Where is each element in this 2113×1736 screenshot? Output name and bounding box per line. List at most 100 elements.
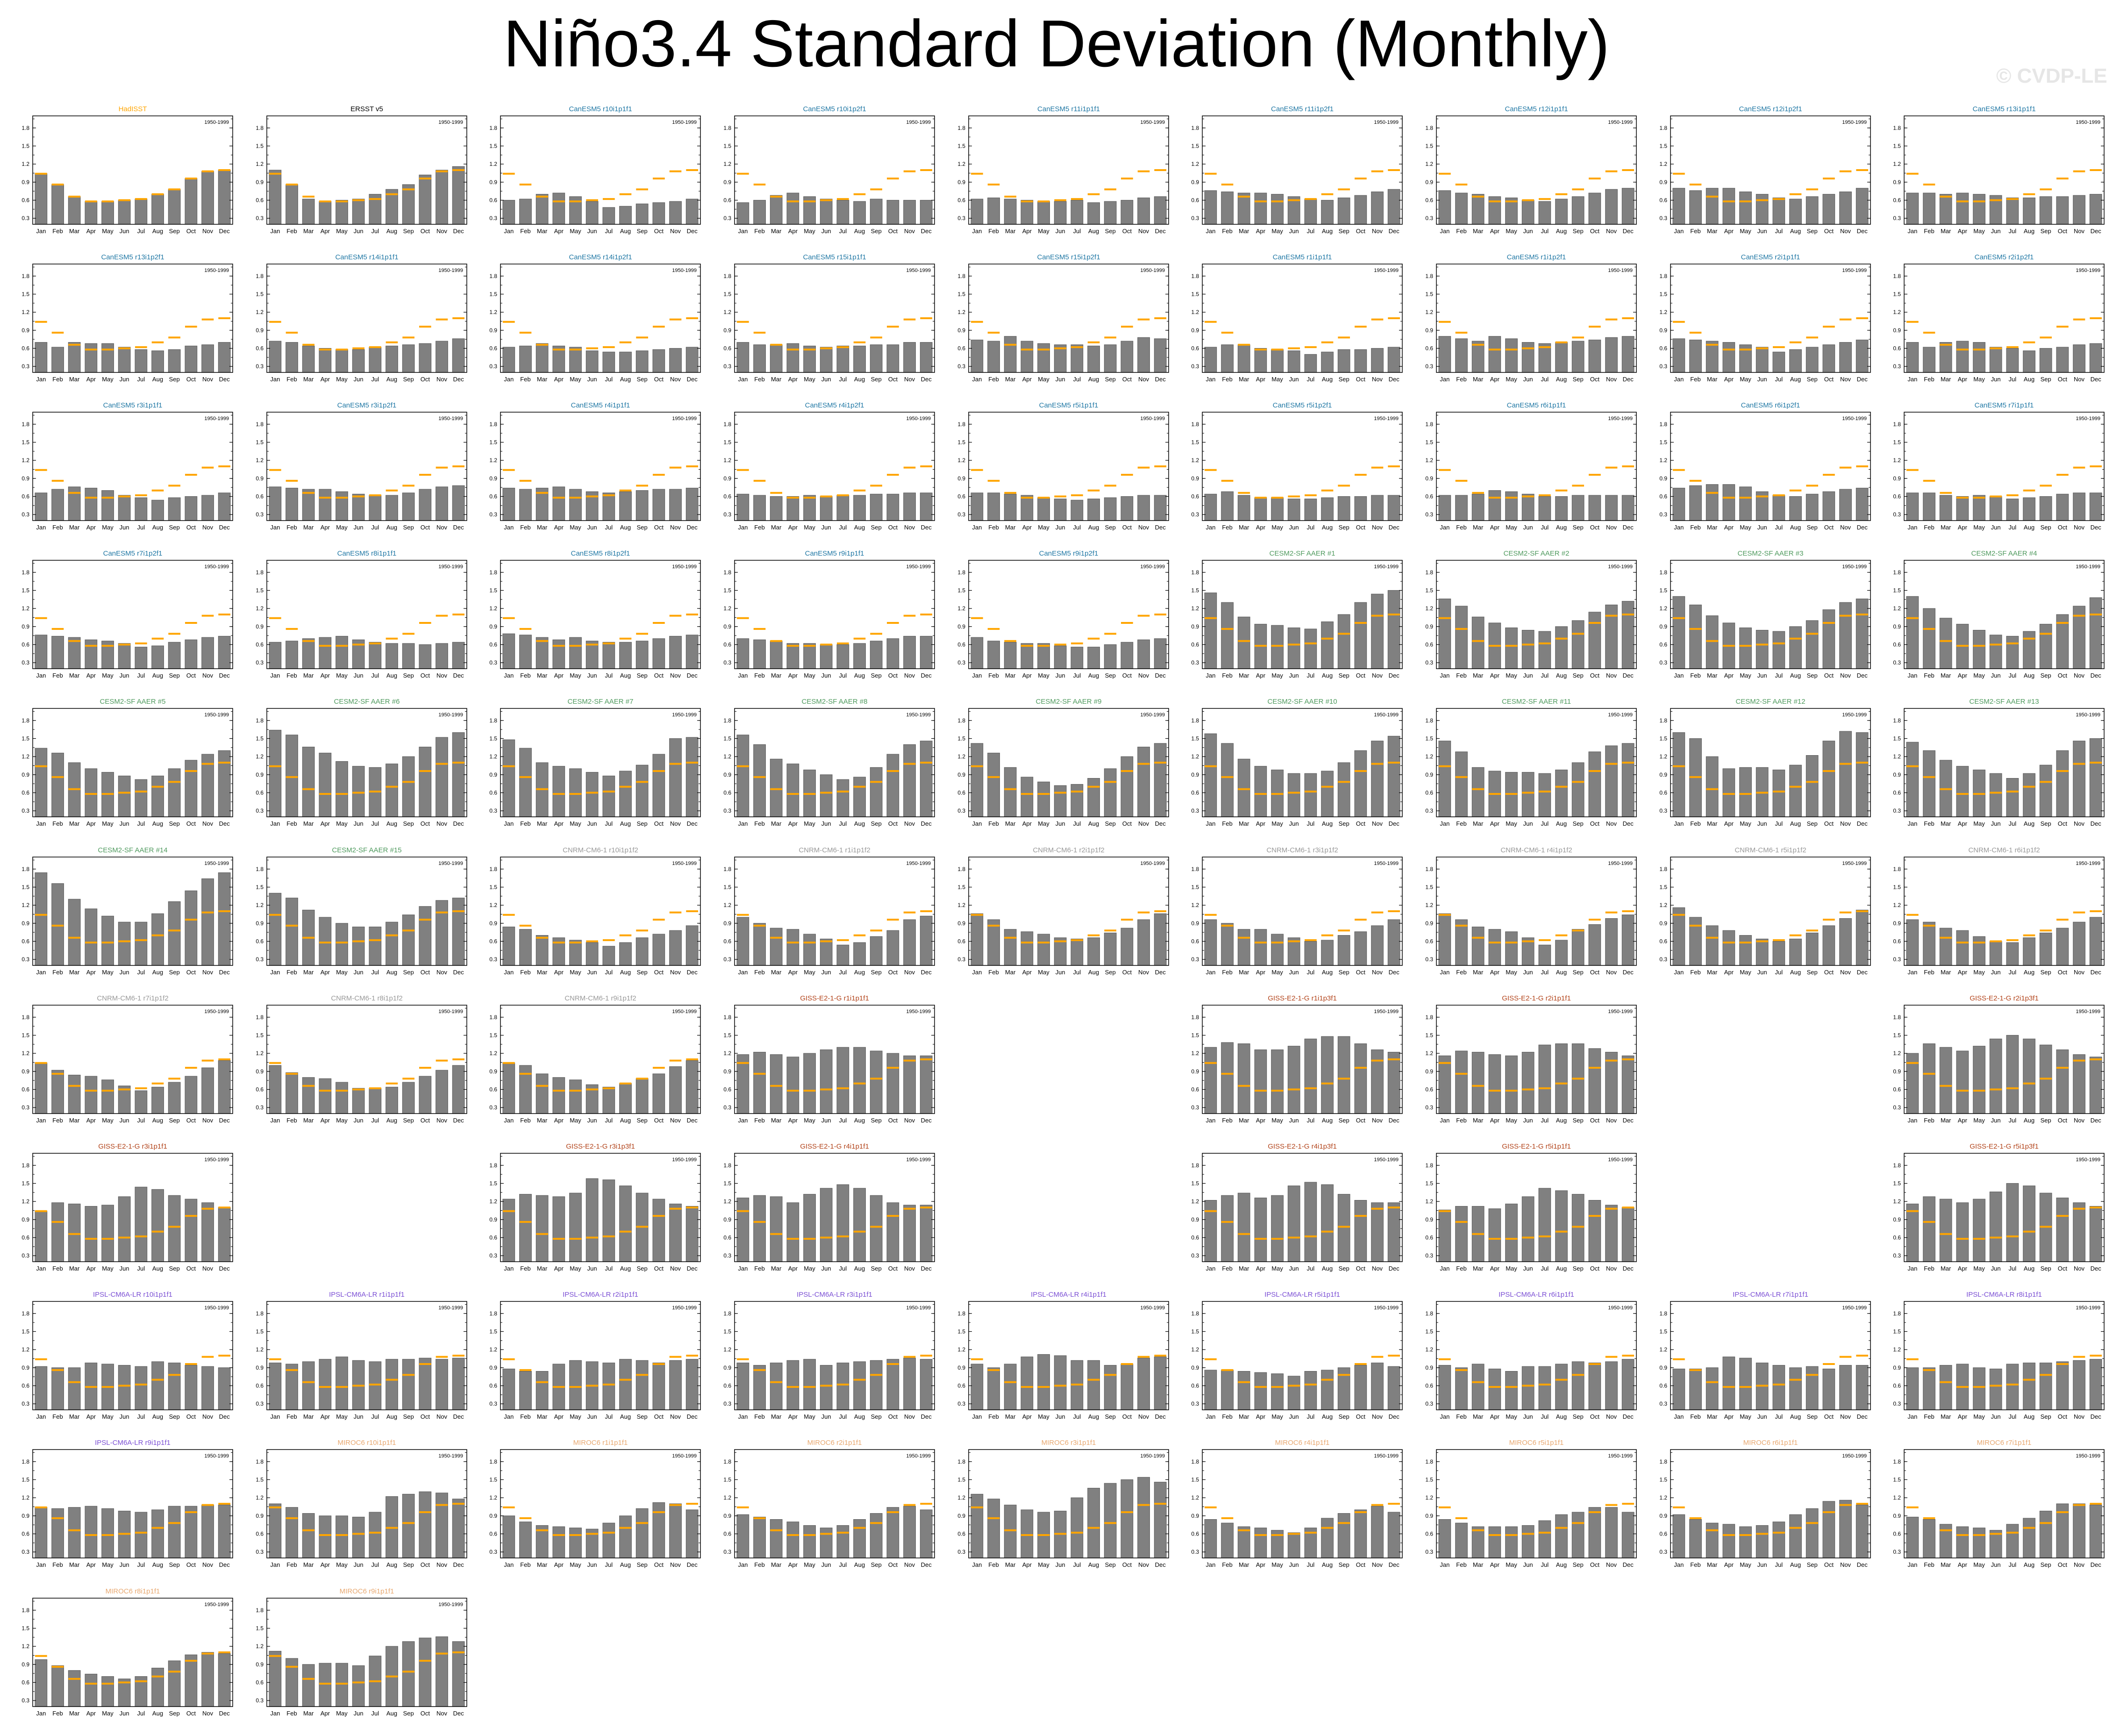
x-tick-label: Mar [303, 820, 314, 827]
bar [1221, 743, 1234, 817]
bar [903, 493, 916, 521]
y-tick-label: 1.5 [1659, 735, 1667, 742]
x-tick-label: Sep [169, 524, 180, 531]
bar [1438, 495, 1451, 521]
bar [1471, 341, 1485, 373]
x-tick-label: Dec [219, 672, 230, 679]
bar [1254, 193, 1267, 225]
bar [2056, 750, 2069, 817]
chart-panel: CESM2-SF AAER #131950-19990.30.60.91.21.… [1893, 698, 2105, 827]
x-tick-label: Jul [1073, 524, 1081, 531]
x-tick-label: Dec [687, 820, 698, 827]
bar [1956, 1050, 1969, 1114]
bar [2006, 197, 2019, 225]
x-tick-label: Jan [36, 1117, 46, 1124]
period-label: 1950-1999 [672, 861, 697, 866]
x-tick-label: Jul [605, 376, 613, 383]
x-tick-label: Nov [1138, 228, 1149, 235]
bar [385, 764, 398, 817]
x-tick-label: Nov [1372, 524, 1383, 531]
x-tick-label: Nov [904, 228, 915, 235]
y-tick-label: 1.2 [957, 309, 965, 315]
bar [602, 1086, 615, 1114]
bar [1672, 338, 1685, 373]
x-tick-label: Nov [202, 228, 214, 235]
panel-title: CESM2-SF AAER #8 [802, 698, 868, 706]
x-tick-label: Oct [186, 820, 196, 827]
y-tick-label: 1.5 [957, 587, 965, 593]
period-label: 1950-1999 [672, 564, 697, 570]
bar [1121, 756, 1134, 817]
y-tick-label: 0.3 [489, 511, 497, 518]
bar [302, 747, 315, 817]
x-tick-label: Nov [202, 524, 214, 531]
chart-panel: CESM2-SF AAER #151950-19990.30.60.91.21.… [256, 846, 467, 976]
x-tick-label: Oct [888, 1117, 898, 1124]
y-tick-label: 0.9 [1191, 327, 1199, 334]
x-tick-label: Nov [202, 820, 214, 827]
y-tick-label: 0.6 [957, 345, 965, 351]
y-tick-label: 0.9 [1659, 327, 1667, 334]
bar [201, 171, 214, 225]
bar [987, 341, 1000, 373]
x-tick-label: Oct [186, 376, 196, 383]
x-tick-label: Dec [1389, 228, 1400, 235]
bar [1354, 349, 1367, 373]
x-tick-label: Mar [69, 228, 80, 235]
bar [1004, 199, 1017, 225]
bar [1706, 925, 1719, 966]
panel-frame [266, 857, 467, 966]
bar [1906, 919, 1919, 966]
bar [1371, 741, 1384, 817]
y-tick-label: 0.6 [1893, 789, 1901, 796]
bar [1321, 1036, 1334, 1114]
x-tick-label: Feb [286, 820, 297, 827]
y-tick-label: 1.2 [21, 902, 29, 908]
panel-frame [266, 560, 467, 669]
y-tick-label: 1.2 [1191, 902, 1199, 908]
x-tick-label: Mar [1239, 672, 1249, 679]
bar [1204, 493, 1217, 521]
y-tick-label: 1.5 [1425, 291, 1433, 297]
panel-frame [734, 264, 935, 373]
x-tick-label: Dec [1623, 524, 1634, 531]
bar [352, 1088, 365, 1114]
bar [1287, 350, 1300, 373]
x-tick-label: Feb [520, 376, 530, 383]
x-tick-label: Apr [1256, 524, 1266, 531]
x-tick-label: Dec [1623, 228, 1634, 235]
bar [1521, 772, 1535, 817]
x-tick-label: Sep [1339, 376, 1349, 383]
bar [870, 1050, 883, 1114]
panel-frame [1904, 264, 2105, 373]
y-tick-label: 0.3 [957, 956, 965, 963]
panel-title: CESM2-SF AAER #6 [334, 698, 400, 706]
bar [385, 345, 398, 373]
bar [1772, 495, 1785, 521]
bar [1555, 770, 1568, 817]
x-tick-label: Jul [1775, 820, 1783, 827]
y-tick-label: 0.9 [1893, 327, 1901, 334]
panel-frame [32, 115, 233, 225]
y-tick-label: 1.5 [1191, 439, 1199, 445]
x-tick-label: Aug [386, 228, 397, 235]
bar [669, 489, 682, 521]
y-tick-label: 0.6 [1893, 345, 1901, 351]
chart-panel: CanESM5 r11i1p2f11950-19990.30.60.91.21.… [1191, 105, 1403, 235]
x-tick-label: Oct [421, 969, 430, 976]
panel-title: CNRM-CM6-1 r1i1p1f2 [799, 846, 870, 854]
x-tick-label: Feb [1690, 228, 1700, 235]
x-tick-label: Dec [1857, 820, 1868, 827]
x-tick-label: Apr [1256, 228, 1266, 235]
x-tick-label: May [336, 1117, 348, 1124]
bar [753, 639, 766, 669]
panel-title: CNRM-CM6-1 r10i1p1f2 [563, 846, 638, 854]
panel-frame [1436, 115, 1637, 225]
bar [920, 342, 933, 373]
x-tick-label: Jul [1775, 969, 1783, 976]
bar [552, 486, 565, 521]
bar [770, 758, 783, 817]
y-tick-label: 1.5 [957, 291, 965, 297]
y-tick-label: 0.3 [1425, 659, 1433, 666]
x-tick-label: Jul [605, 524, 613, 531]
